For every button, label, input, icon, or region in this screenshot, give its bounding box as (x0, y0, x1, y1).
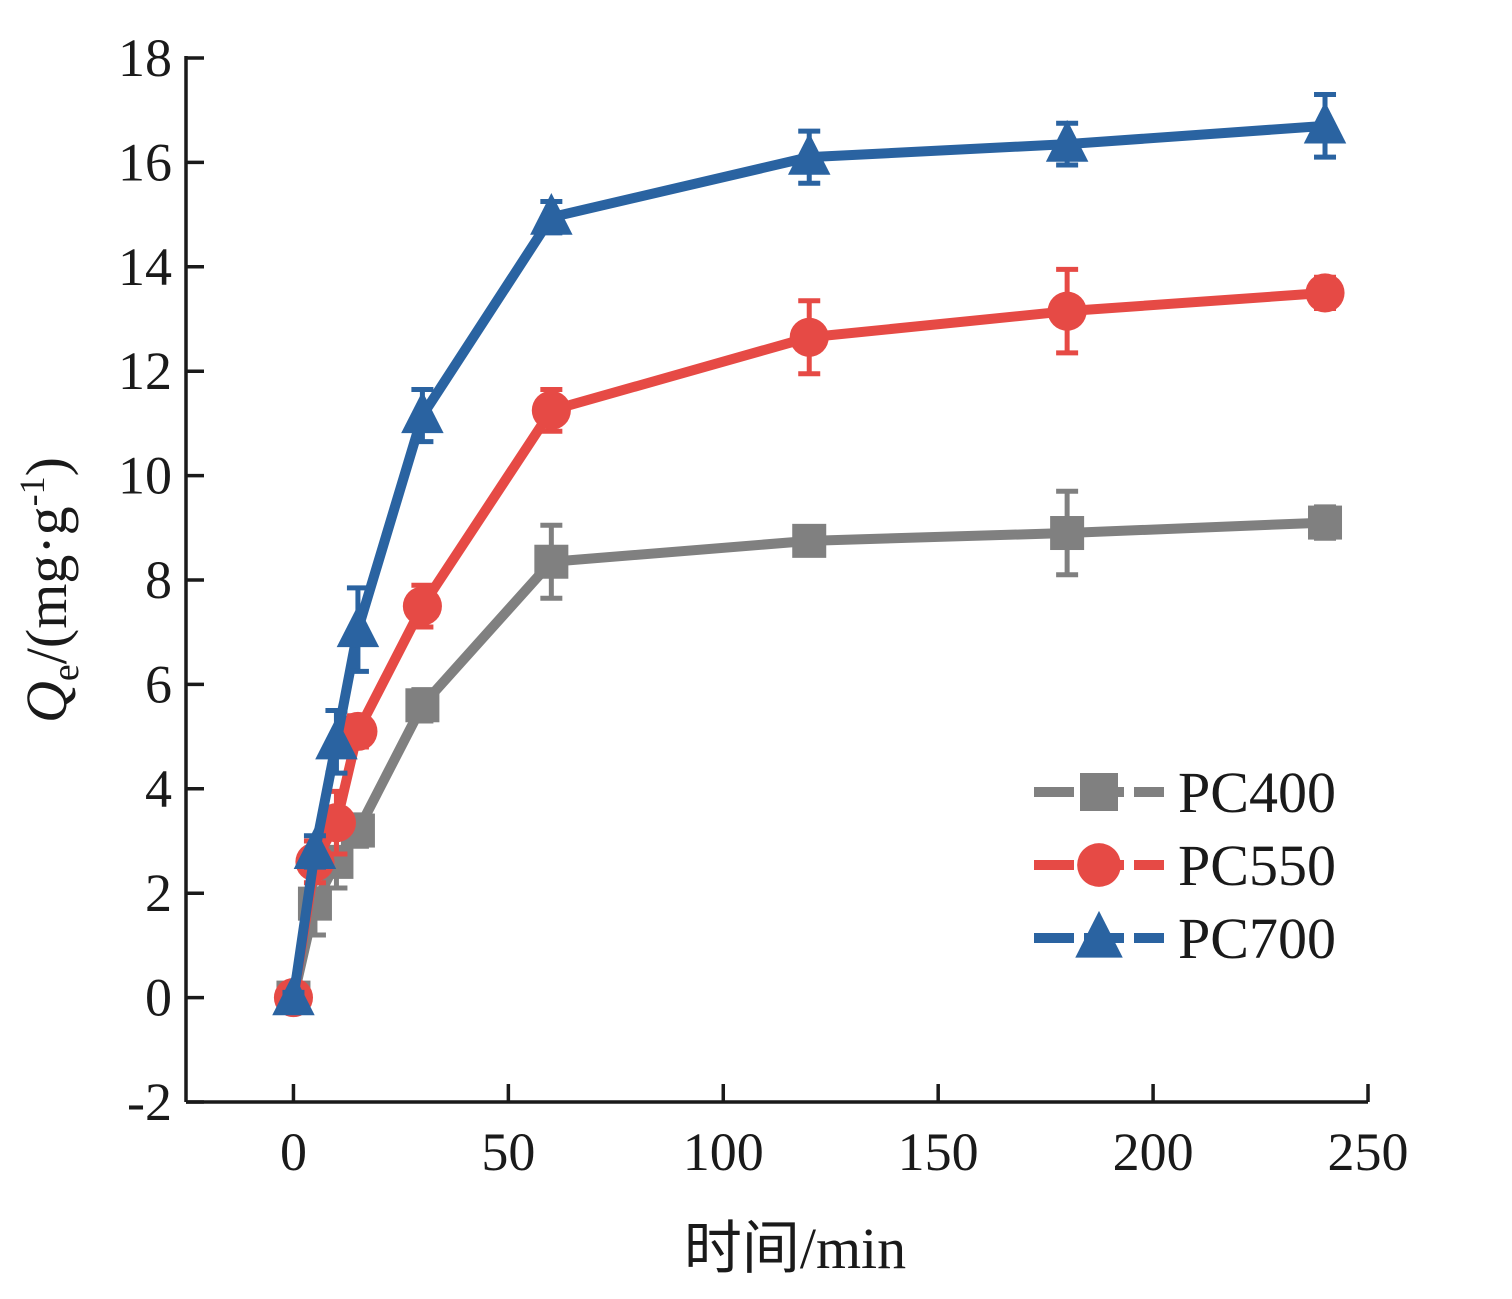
y-tick-label: 16 (118, 132, 172, 192)
data-point (787, 132, 831, 175)
y-tick-label: 10 (118, 446, 172, 506)
data-point (1045, 119, 1089, 162)
x-tick-label: 150 (898, 1122, 979, 1182)
x-tick-label: 50 (481, 1122, 535, 1182)
y-axis-subscript: e (45, 664, 87, 681)
x-tick-label: 200 (1113, 1122, 1194, 1182)
legend-marker (1077, 843, 1121, 887)
data-point (792, 523, 827, 558)
series-line (288, 287, 1326, 999)
y-tick-label: 12 (118, 341, 172, 401)
y-tick-label: 4 (145, 759, 172, 819)
y-tick-label: 8 (145, 550, 172, 610)
data-point (789, 317, 829, 357)
series-PC700 (272, 92, 1347, 1016)
data-point (401, 391, 444, 434)
legend: PC400 PC550 PC700 (1034, 760, 1336, 971)
x-tick-label: 100 (683, 1122, 764, 1182)
y-axis-symbol: Q (14, 681, 79, 723)
x-axis-title: 时间/min (684, 1216, 906, 1281)
y-tick-label: 6 (145, 654, 172, 714)
axes: -2 0 2 4 6 8 10 12 14 16 18 0 50 100 150 200 250 (118, 28, 1409, 1182)
data-point (531, 390, 571, 430)
legend-marker (1075, 910, 1123, 958)
legend-label: PC550 (1178, 833, 1336, 898)
data-point (1303, 101, 1347, 144)
data-point (1305, 273, 1345, 313)
data-point (272, 973, 315, 1016)
y-axis-unit-prefix: /(mg·g (14, 506, 79, 664)
x-tick-label: 0 (280, 1122, 307, 1182)
data-point (293, 827, 337, 870)
y-axis-superscript: -1 (12, 476, 52, 506)
data-point (315, 717, 358, 760)
data-point (1308, 505, 1343, 540)
series-line (288, 517, 1326, 999)
legend-label: PC700 (1178, 906, 1336, 971)
series-PC550 (273, 266, 1345, 1018)
data-point (530, 192, 573, 235)
svg-text:Qe/(mg·g-1): Qe/(mg·g-1) (12, 457, 87, 723)
data-point (336, 605, 380, 648)
x-tick-label: 250 (1328, 1122, 1409, 1182)
data-point (534, 544, 569, 579)
legend-item-PC550: PC550 (1034, 833, 1336, 898)
data-point (1047, 291, 1087, 331)
y-tick-label: 0 (145, 968, 172, 1028)
legend-marker (1080, 773, 1118, 811)
data-point (1050, 516, 1085, 551)
data-point (402, 586, 442, 626)
y-tick-label: -2 (127, 1072, 172, 1132)
y-tick-label: 2 (145, 863, 172, 923)
legend-item-PC400: PC400 (1034, 760, 1336, 825)
y-axis-unit-suffix: ) (14, 457, 79, 476)
legend-label: PC400 (1178, 760, 1336, 825)
y-axis-title: Qe/(mg·g-1) (12, 457, 87, 723)
y-tick-label: 14 (118, 237, 172, 297)
series-layer (272, 92, 1347, 1018)
legend-item-PC700: PC700 (1034, 906, 1336, 971)
data-point (405, 688, 440, 723)
y-tick-label: 18 (118, 28, 172, 88)
